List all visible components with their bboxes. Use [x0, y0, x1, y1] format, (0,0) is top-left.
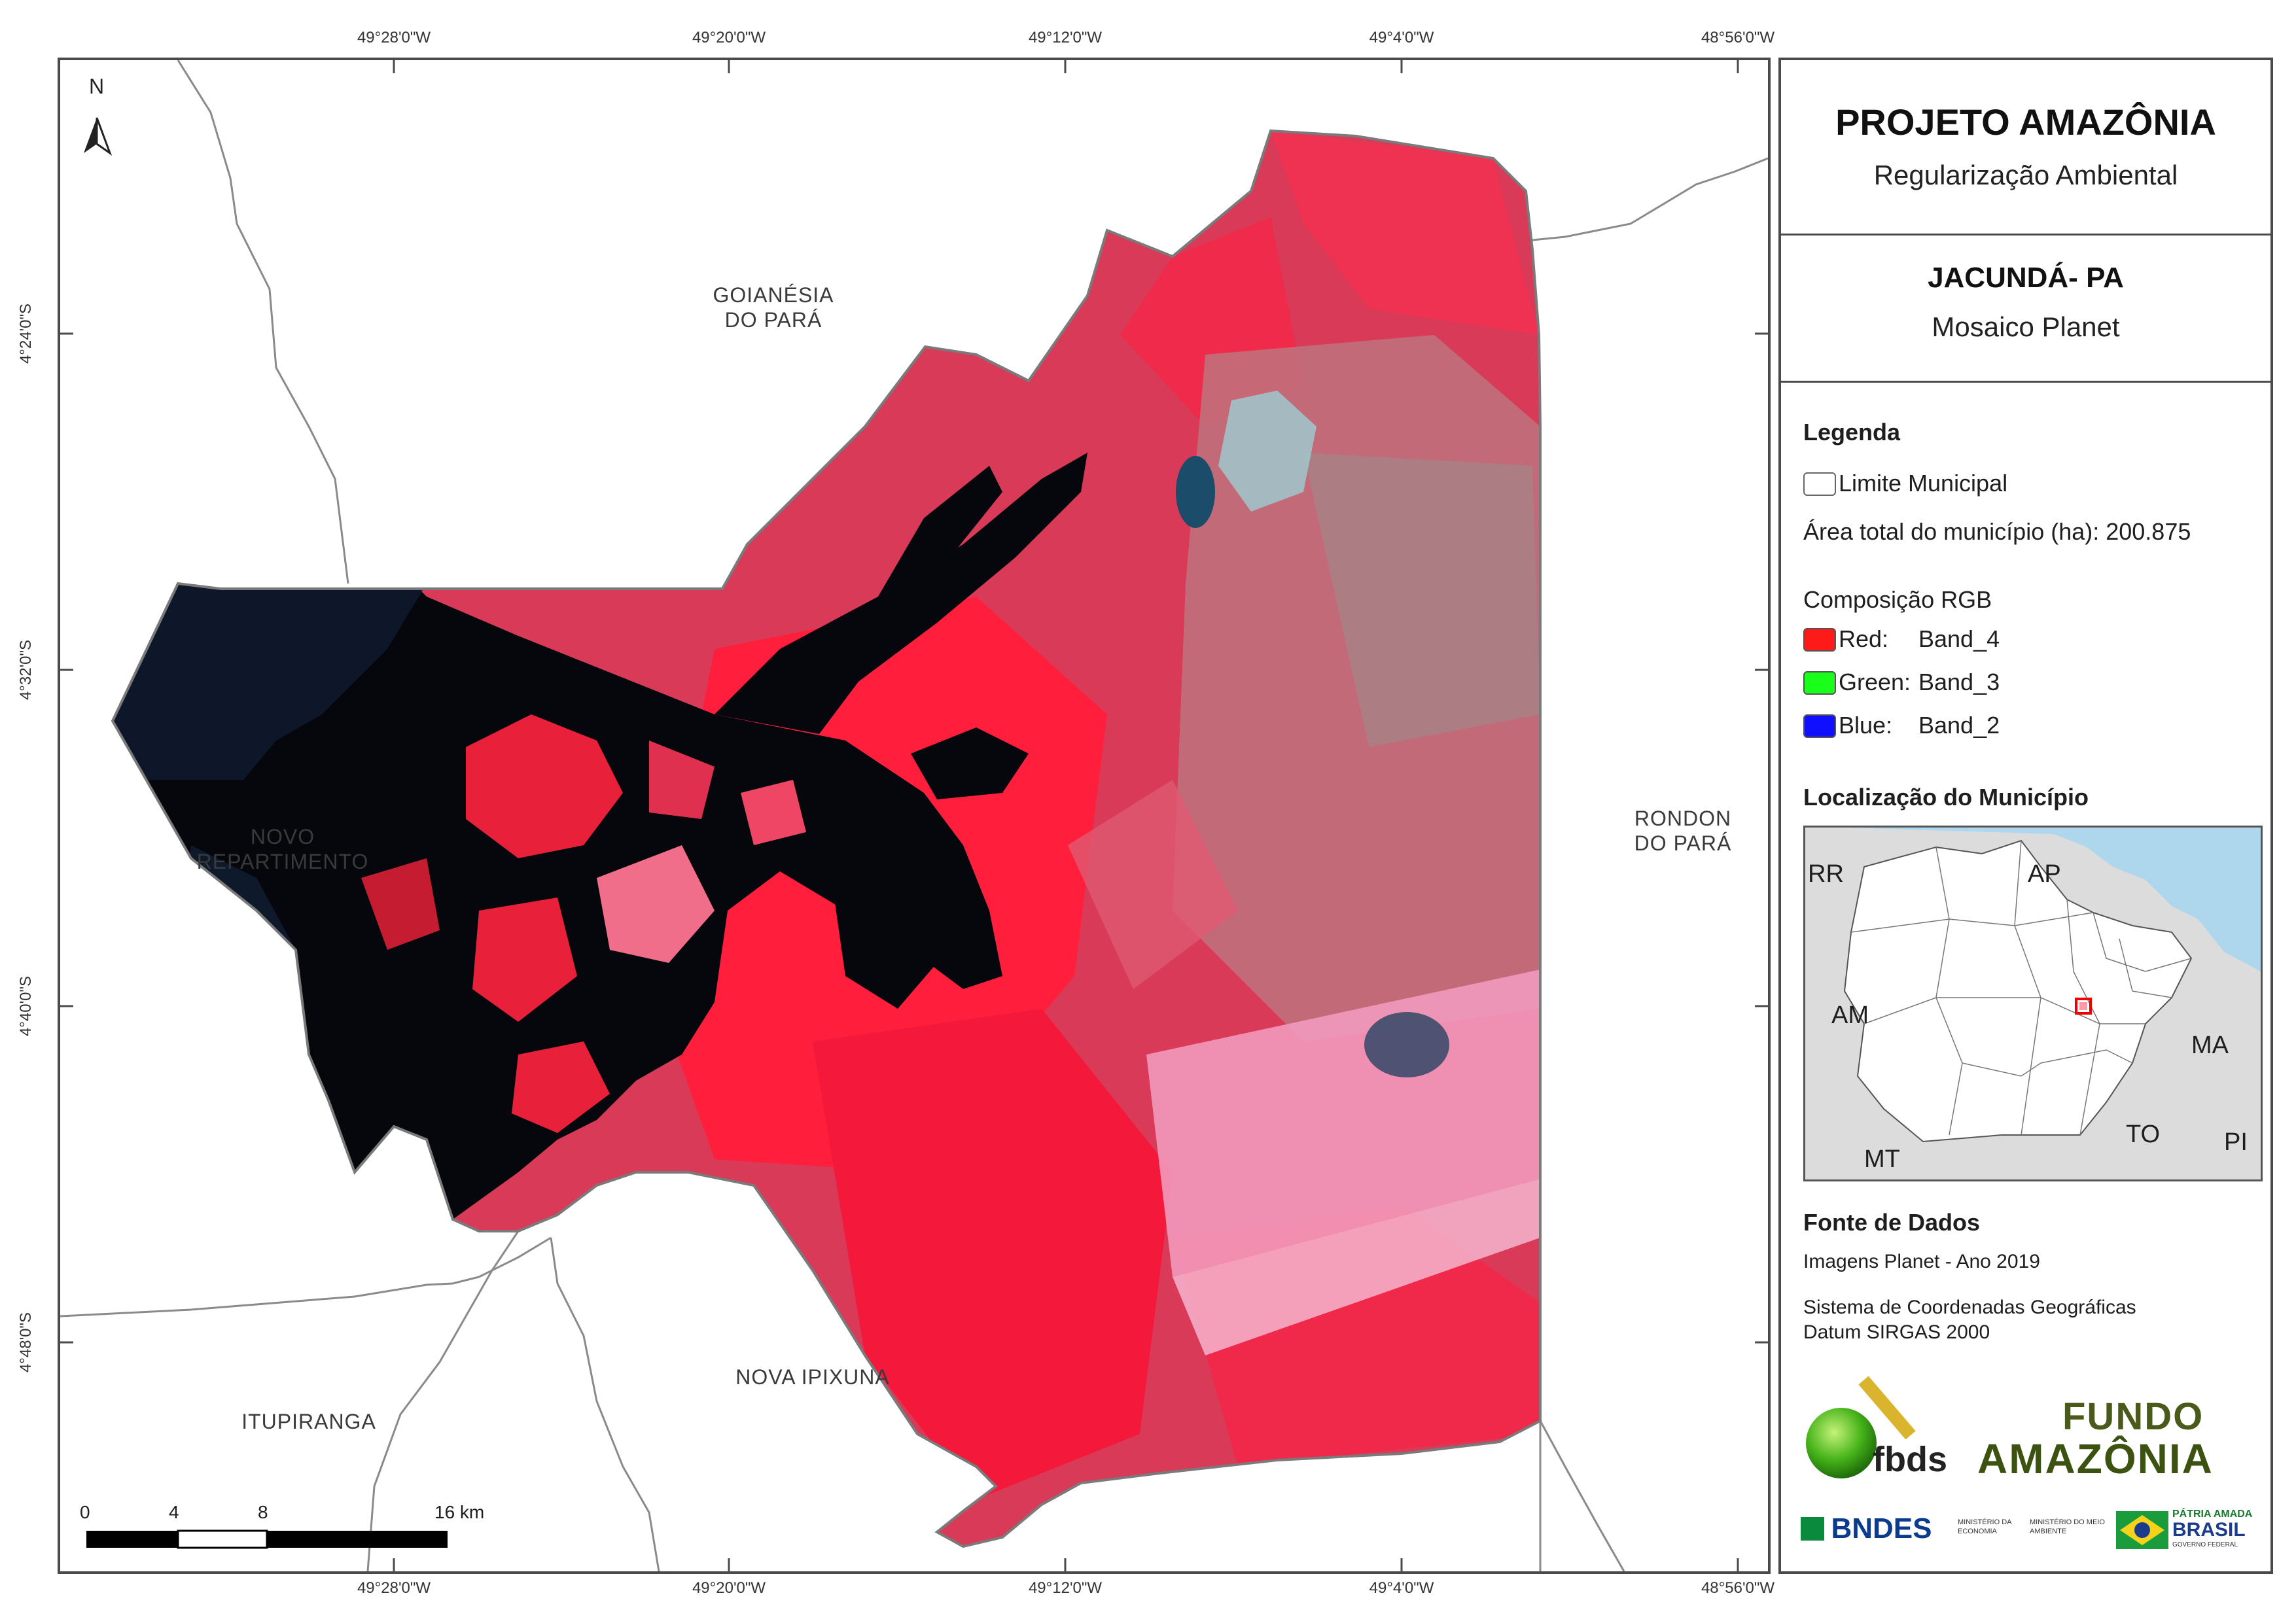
inset-state-am: AM: [1831, 1002, 1869, 1029]
amazonia-text: AMAZÔNIA: [1977, 1435, 2214, 1482]
area-text: Área total do município (ha): 200.875: [1803, 518, 2191, 545]
scale-label-0: 0: [80, 1502, 90, 1522]
lat-left-1: 4°24'0"S: [17, 303, 35, 364]
lon-bottom-2: 49°20'0"W: [692, 1579, 766, 1597]
green-band-swatch: [1803, 671, 1836, 695]
project-subtitle: Regularização Ambiental: [1873, 160, 2178, 190]
lat-left-2: 4°32'0"S: [17, 639, 35, 701]
lon-top-2: 49°20'0"W: [692, 29, 766, 46]
divider: [1781, 234, 2270, 236]
red-band: Band_4: [1918, 625, 2000, 652]
ministerio-meio-ambiente: MINISTÉRIO DO MEIO AMBIENTE: [2030, 1518, 2105, 1535]
inset-state-ap: AP: [2028, 860, 2061, 888]
divider: [1781, 381, 2270, 383]
patria-line-3: GOVERNO FEDERAL: [2172, 1541, 2238, 1548]
scale-label-4: 4: [169, 1502, 179, 1522]
green-band: Band_3: [1918, 669, 2000, 695]
lon-bottom-1: 49°28'0"W: [357, 1579, 431, 1597]
north-label: N: [89, 75, 105, 98]
fundo-amazonia-logo: FUNDO AMAZÔNIA: [1977, 1395, 2252, 1483]
inset-state-rr: RR: [1808, 860, 1844, 888]
fundo-text: FUNDO: [2062, 1395, 2204, 1438]
inset-map: [1843, 828, 2261, 1143]
label-goianesia: GOIANÉSIA DO PARÁ: [713, 283, 834, 332]
lon-bottom-5: 48°56'0"W: [1701, 1579, 1775, 1597]
lon-top-5: 48°56'0"W: [1701, 29, 1775, 46]
north-arrow-icon: [84, 117, 113, 156]
fbds-text: fbds: [1873, 1440, 1947, 1479]
lon-bottom-3: 49°12'0"W: [1028, 1579, 1103, 1597]
inset-state-mt: MT: [1864, 1145, 1900, 1173]
label-rondon-do-para: RONDON DO PARÁ: [1634, 807, 1732, 855]
map-frame[interactable]: N 0 4 8 16 km GOIANÉSIA DO PARÁ NOVO REPAR…: [58, 58, 1771, 1574]
blue-band-swatch: [1803, 714, 1836, 738]
brazil-flag-icon: [2116, 1511, 2168, 1549]
source-line-1: Imagens Planet - Ano 2019: [1803, 1251, 2040, 1272]
map-subtitle: Mosaico Planet: [1932, 311, 2120, 342]
lon-top-4: 49°4'0"W: [1369, 29, 1434, 46]
lat-left-3: 4°40'0"S: [17, 975, 35, 1037]
location-inset-map: RR AP AM MA TO PI MT: [1803, 826, 2263, 1181]
source-line-3: Datum SIRGAS 2000: [1803, 1321, 1990, 1343]
source-line-2: Sistema de Coordenadas Geográficas: [1803, 1297, 2136, 1318]
patria-amada-logo: PÁTRIA AMADA BRASIL GOVERNO FEDERAL: [2116, 1509, 2260, 1554]
red-band-swatch: [1803, 628, 1836, 652]
label-itupiranga: ITUPIRANGA: [241, 1410, 376, 1433]
label-novo-repartimento: NOVO REPARTIMENTO: [196, 825, 369, 873]
blue-band: Band_2: [1918, 712, 2000, 739]
legend-panel: PROJETO AMAZÔNIA Regularização Ambiental…: [1778, 58, 2273, 1574]
scale-label-16km: 16 km: [434, 1502, 485, 1522]
inset-state-ma: MA: [2191, 1032, 2229, 1059]
lat-left-4: 4°48'0"S: [17, 1312, 35, 1373]
inset-state-to: TO: [2126, 1121, 2161, 1148]
location-heading: Localização do Município: [1803, 784, 2089, 811]
municipality-imagery: [113, 131, 1540, 1546]
scale-bar: [86, 1529, 448, 1549]
boundary-label: Limite Municipal: [1839, 470, 2008, 497]
bndes-text: BNDES: [1831, 1512, 1932, 1544]
patria-line-2: BRASIL: [2172, 1519, 2246, 1541]
bndes-mark-icon: [1801, 1517, 1824, 1541]
frame-ticks: [60, 60, 1768, 1571]
legend-heading: Legenda: [1803, 419, 1901, 445]
municipality-title: JACUNDÁ- PA: [1928, 262, 2124, 294]
sources-heading: Fonte de Dados: [1803, 1209, 1981, 1236]
lon-top-1: 49°28'0"W: [357, 29, 431, 46]
red-channel: Red:: [1839, 625, 1889, 652]
green-channel: Green:: [1839, 669, 1911, 695]
blue-channel: Blue:: [1839, 712, 1893, 739]
bndes-logo: BNDES: [1801, 1512, 1932, 1545]
project-title: PROJETO AMAZÔNIA: [1835, 101, 2216, 143]
ministerio-economia: MINISTÉRIO DA ECONOMIA: [1958, 1518, 2011, 1535]
fbds-globe-icon: [1806, 1376, 1916, 1478]
boundary-swatch: [1803, 472, 1836, 496]
patria-line-1: PÁTRIA AMADA: [2172, 1509, 2253, 1520]
inset-state-pi: PI: [2224, 1128, 2248, 1156]
satellite-map[interactable]: [60, 60, 1768, 1571]
lon-bottom-4: 49°4'0"W: [1369, 1579, 1434, 1597]
label-nova-ipixuna: NOVA IPIXUNA: [735, 1365, 890, 1389]
scale-label-8: 8: [258, 1502, 268, 1522]
neighbor-boundaries: [60, 60, 1768, 1571]
rgb-heading: Composição RGB: [1803, 586, 1992, 613]
fbds-logo: fbds: [1801, 1375, 1958, 1480]
lon-top-3: 49°12'0"W: [1028, 29, 1103, 46]
